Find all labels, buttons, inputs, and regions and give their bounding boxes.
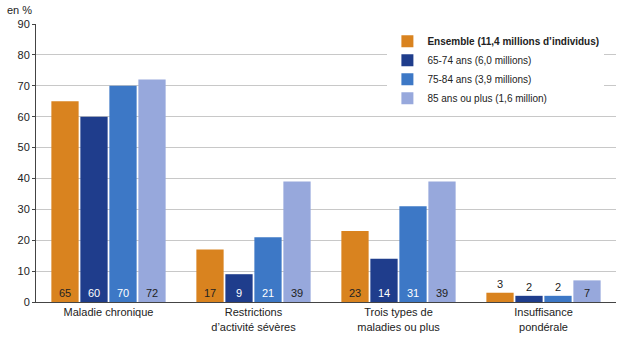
svg-text:14: 14 (378, 287, 390, 299)
svg-text:39: 39 (436, 287, 448, 299)
svg-text:80: 80 (18, 49, 30, 61)
svg-text:9: 9 (236, 287, 242, 299)
svg-text:Ensemble (11,4 millions d’indi: Ensemble (11,4 millions d’individus) (427, 36, 599, 47)
svg-text:31: 31 (407, 287, 419, 299)
svg-text:en %: en % (7, 4, 32, 16)
svg-text:2: 2 (555, 281, 561, 293)
svg-text:20: 20 (18, 234, 30, 246)
svg-text:72: 72 (146, 287, 158, 299)
svg-text:2: 2 (526, 281, 532, 293)
svg-text:70: 70 (18, 80, 30, 92)
svg-text:23: 23 (349, 287, 361, 299)
svg-text:30: 30 (18, 203, 30, 215)
svg-text:39: 39 (291, 287, 303, 299)
svg-text:60: 60 (88, 287, 100, 299)
svg-text:65-74 ans (6,0 millions): 65-74 ans (6,0 millions) (427, 55, 531, 66)
svg-text:40: 40 (18, 172, 30, 184)
svg-text:Restrictionsd’activité sévères: Restrictionsd’activité sévères (211, 306, 296, 332)
svg-text:Trois types demaladies ou plus: Trois types demaladies ou plus (357, 306, 440, 332)
svg-text:85 ans ou plus (1,6 million): 85 ans ou plus (1,6 million) (427, 93, 547, 104)
svg-text:50: 50 (18, 141, 30, 153)
svg-text:0: 0 (24, 296, 30, 308)
svg-text:7: 7 (584, 287, 590, 299)
svg-text:65: 65 (59, 287, 71, 299)
svg-text:70: 70 (117, 287, 129, 299)
svg-text:17: 17 (204, 287, 216, 299)
svg-text:Insuffisancepondérale: Insuffisancepondérale (514, 306, 573, 332)
svg-text:21: 21 (262, 287, 274, 299)
svg-text:60: 60 (18, 111, 30, 123)
svg-text:3: 3 (497, 278, 503, 290)
svg-text:90: 90 (18, 18, 30, 30)
svg-text:75-84 ans (3,9 millions): 75-84 ans (3,9 millions) (427, 74, 531, 85)
svg-text:10: 10 (18, 265, 30, 277)
svg-text:Maladie chronique: Maladie chronique (64, 306, 154, 318)
